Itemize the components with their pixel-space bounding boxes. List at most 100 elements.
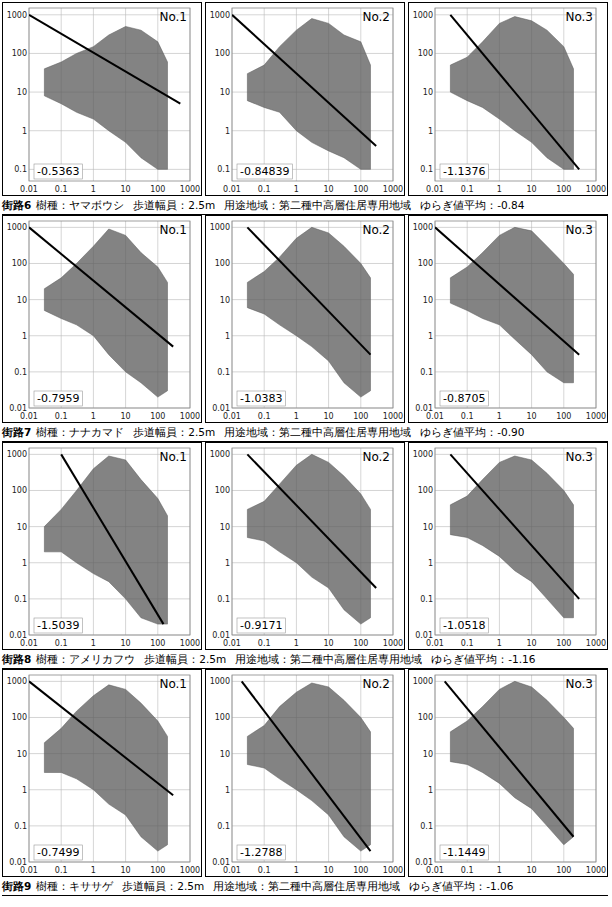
x-tick-label: 10 xyxy=(121,639,131,648)
panel-frame xyxy=(3,670,202,877)
x-tick-label: 1000 xyxy=(586,412,606,421)
y-tick-label: 10 xyxy=(17,750,27,759)
x-tick-label: 100 xyxy=(556,185,571,194)
panel-title: No.1 xyxy=(159,450,187,464)
x-tick-label: 0.01 xyxy=(223,412,241,421)
caption-street: 街路9 xyxy=(2,880,31,892)
x-tick-label: 10 xyxy=(324,866,334,875)
panel-title: No.1 xyxy=(159,10,187,24)
y-tick-label: 100 xyxy=(12,713,27,722)
panel-frame xyxy=(3,3,202,196)
slope-label: -0.7959 xyxy=(37,392,79,405)
caption-tree: 樹種：キササゲ xyxy=(36,880,113,892)
y-tick-label: 100 xyxy=(215,713,230,722)
x-tick-label: 0.1 xyxy=(461,639,474,648)
caption-tree: 樹種：ナナカマド xyxy=(36,426,124,438)
plot-frame xyxy=(29,675,190,862)
panel: 0.010.111010010000.010.11101001000No.1-1… xyxy=(3,443,202,650)
y-tick-label: 1000 xyxy=(7,11,27,20)
spectrum-band xyxy=(247,19,370,170)
fit-line xyxy=(232,15,376,146)
x-tick-label: 0.1 xyxy=(55,185,68,194)
x-tick-label: 1000 xyxy=(383,185,403,194)
y-tick-label: 0.1 xyxy=(420,368,433,377)
caption-width: 歩道幅員：2.5m xyxy=(133,199,215,211)
panel: 0.010.111010010000.010.11101001000No.1-0… xyxy=(3,216,202,423)
slope-box xyxy=(34,618,82,633)
caption: 街路8樹種：アメリカフウ歩道幅員：2.5m用途地域：第二種中高層住居専用地域ゆら… xyxy=(2,651,608,669)
y-tick-label: 100 xyxy=(215,49,230,58)
x-tick-label: 0.01 xyxy=(223,866,241,875)
slope-label: -1.1449 xyxy=(443,846,485,859)
panel: 0.010.111010010000.010.11101001000No.3-1… xyxy=(409,670,608,877)
y-tick-label: 0.1 xyxy=(217,595,230,604)
panel-title: No.1 xyxy=(159,677,187,691)
x-tick-label: 0.01 xyxy=(20,412,38,421)
slope-box xyxy=(237,164,292,179)
y-tick-label: 10 xyxy=(220,750,230,759)
y-tick-label: 10 xyxy=(17,523,27,532)
x-tick-label: 100 xyxy=(556,639,571,648)
x-tick-label: 10 xyxy=(121,412,131,421)
plot-area xyxy=(242,681,371,851)
y-tick-label: 1000 xyxy=(413,11,433,20)
panel-frame xyxy=(3,443,202,650)
y-tick-label: 1000 xyxy=(413,223,433,232)
y-tick-label: 0.1 xyxy=(217,368,230,377)
fit-line xyxy=(61,454,163,624)
panel-frame xyxy=(206,216,405,423)
x-tick-label: 1000 xyxy=(180,866,200,875)
caption-width: 歩道幅員：2.5m xyxy=(133,426,215,438)
y-tick-label: 1 xyxy=(22,127,27,136)
plot-frame xyxy=(29,8,190,181)
y-tick-label: 0.1 xyxy=(14,165,27,174)
x-tick-label: 1 xyxy=(91,185,96,194)
x-tick-label: 1 xyxy=(91,412,96,421)
x-tick-label: 0.1 xyxy=(258,639,271,648)
panel: 0.010.111010010000.010.11101001000No.1-0… xyxy=(3,670,202,877)
slope-label: -1.1376 xyxy=(443,165,485,178)
caption-street: 街路8 xyxy=(2,653,31,665)
panel-frame xyxy=(206,670,405,877)
caption-average: ゆらぎ値平均：-1.16 xyxy=(431,653,535,665)
y-tick-label: 100 xyxy=(12,259,27,268)
caption-street: 街路7 xyxy=(2,426,31,438)
panel-frame xyxy=(206,443,405,650)
panel: 0.010.111010010000.010.11101001000No.2-1… xyxy=(206,670,405,877)
x-tick-label: 10 xyxy=(527,185,537,194)
panel: 0.010.111010010000.11101001000No.2-0.848… xyxy=(206,3,405,196)
slope-box xyxy=(440,618,488,633)
x-tick-label: 100 xyxy=(150,639,165,648)
x-tick-label: 100 xyxy=(353,866,368,875)
x-tick-label: 10 xyxy=(324,639,334,648)
spectrum-band xyxy=(450,456,573,618)
fit-line xyxy=(242,681,371,851)
x-tick-label: 0.01 xyxy=(223,185,241,194)
slope-box xyxy=(34,845,82,860)
page: 0.010.111010010000.11101001000No.1-0.536… xyxy=(0,0,612,907)
plot-frame xyxy=(435,221,596,408)
x-tick-label: 10 xyxy=(527,639,537,648)
x-tick-label: 100 xyxy=(150,185,165,194)
plot-frame xyxy=(232,8,393,181)
slope-label: -1.2788 xyxy=(240,846,282,859)
y-tick-label: 1000 xyxy=(7,450,27,459)
x-tick-label: 10 xyxy=(324,185,334,194)
caption-tree: 樹種：ヤマボウシ xyxy=(36,199,124,211)
x-tick-label: 0.1 xyxy=(55,866,68,875)
panel: 0.010.111010010000.11101001000No.1-0.536… xyxy=(3,3,202,196)
x-tick-label: 0.1 xyxy=(461,412,474,421)
x-tick-label: 1000 xyxy=(586,185,606,194)
x-tick-label: 0.1 xyxy=(55,639,68,648)
x-tick-label: 10 xyxy=(121,866,131,875)
x-tick-label: 1000 xyxy=(180,639,200,648)
y-tick-label: 1000 xyxy=(210,450,230,459)
x-tick-label: 1 xyxy=(294,866,299,875)
x-grid xyxy=(467,221,468,408)
spectrum-band xyxy=(247,454,370,624)
fit-line xyxy=(247,454,376,588)
y-tick-label: 0.01 xyxy=(212,631,230,640)
fit-line xyxy=(29,681,173,795)
y-tick-label: 1 xyxy=(428,127,433,136)
x-tick-label: 1 xyxy=(497,412,502,421)
